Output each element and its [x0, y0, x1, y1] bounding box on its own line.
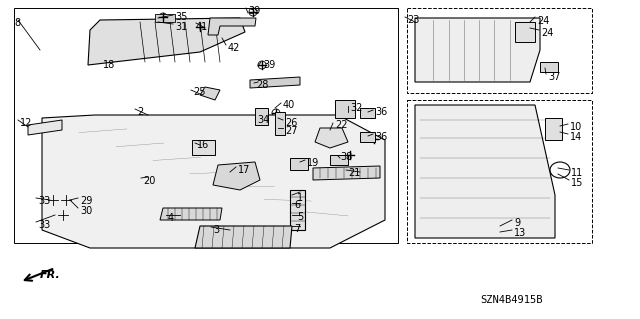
Text: 21: 21 — [348, 168, 360, 178]
Text: 18: 18 — [103, 60, 115, 70]
Text: 5: 5 — [297, 212, 303, 222]
Text: 24: 24 — [541, 28, 554, 38]
Text: FR.: FR. — [40, 270, 61, 280]
Polygon shape — [515, 22, 535, 42]
Polygon shape — [213, 162, 260, 190]
Polygon shape — [192, 140, 215, 155]
Text: 19: 19 — [307, 158, 319, 168]
Polygon shape — [290, 158, 308, 170]
Text: 33: 33 — [38, 196, 51, 206]
Polygon shape — [208, 18, 256, 35]
Text: 24: 24 — [537, 16, 549, 26]
Text: 15: 15 — [571, 178, 584, 188]
Text: 1: 1 — [297, 193, 303, 203]
Text: 38: 38 — [340, 152, 352, 162]
Text: 31: 31 — [175, 22, 188, 32]
Text: 11: 11 — [571, 168, 583, 178]
Text: 6: 6 — [294, 200, 300, 210]
Text: 42: 42 — [228, 43, 241, 53]
Text: 17: 17 — [238, 165, 250, 175]
Text: SZN4B4915B: SZN4B4915B — [480, 295, 543, 305]
Text: 2: 2 — [137, 107, 143, 117]
Text: 40: 40 — [283, 100, 295, 110]
Text: 16: 16 — [197, 140, 209, 150]
Text: 7: 7 — [294, 224, 300, 234]
Text: 32: 32 — [350, 103, 362, 113]
Text: 30: 30 — [80, 206, 92, 216]
Polygon shape — [290, 190, 305, 230]
Polygon shape — [88, 18, 245, 65]
Text: 39: 39 — [248, 6, 260, 16]
Text: 27: 27 — [285, 126, 298, 136]
Polygon shape — [275, 112, 285, 135]
Text: 37: 37 — [548, 72, 561, 82]
Polygon shape — [200, 87, 220, 100]
Text: 29: 29 — [80, 196, 92, 206]
Text: 13: 13 — [514, 228, 526, 238]
Polygon shape — [42, 115, 385, 248]
Polygon shape — [255, 108, 268, 125]
Polygon shape — [415, 18, 540, 82]
Text: 4: 4 — [168, 213, 174, 223]
Text: 8: 8 — [14, 18, 20, 28]
Polygon shape — [360, 132, 375, 142]
Text: 34: 34 — [257, 115, 269, 125]
Text: 9: 9 — [514, 218, 520, 228]
Polygon shape — [195, 226, 292, 248]
Polygon shape — [360, 108, 375, 118]
Polygon shape — [28, 120, 62, 135]
Polygon shape — [545, 118, 562, 140]
Polygon shape — [313, 166, 380, 180]
Text: 3: 3 — [213, 225, 219, 235]
Text: 36: 36 — [375, 132, 387, 142]
Text: 12: 12 — [20, 118, 33, 128]
Text: 28: 28 — [256, 80, 268, 90]
Text: 10: 10 — [570, 122, 582, 132]
Text: 35: 35 — [175, 12, 188, 22]
Polygon shape — [415, 105, 555, 238]
Text: 23: 23 — [407, 15, 419, 25]
Polygon shape — [155, 14, 175, 22]
Text: 14: 14 — [570, 132, 582, 142]
Polygon shape — [160, 208, 222, 220]
Polygon shape — [250, 77, 300, 88]
Polygon shape — [540, 62, 558, 72]
Text: 39: 39 — [263, 60, 275, 70]
Text: 36: 36 — [375, 107, 387, 117]
Text: 25: 25 — [193, 87, 205, 97]
Text: 41: 41 — [196, 22, 208, 32]
Polygon shape — [330, 155, 348, 165]
Polygon shape — [335, 100, 355, 118]
Text: 22: 22 — [335, 120, 348, 130]
Text: 33: 33 — [38, 220, 51, 230]
Polygon shape — [315, 128, 348, 148]
Text: 20: 20 — [143, 176, 156, 186]
Text: 26: 26 — [285, 118, 298, 128]
